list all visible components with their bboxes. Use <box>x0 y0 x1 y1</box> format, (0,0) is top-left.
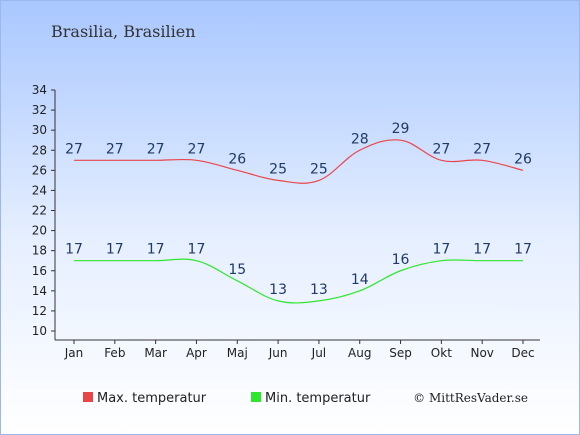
y-tick-label: 12 <box>32 304 47 318</box>
data-label-max: 25 <box>269 161 287 177</box>
data-label-max: 26 <box>228 151 246 167</box>
axes: 10 12 14 16 18 20 22 24 26 28 30 32 34 Jan Feb Mar Apr Ma… <box>32 83 540 360</box>
data-label-min: 15 <box>228 262 246 278</box>
x-tick-label: Maj <box>227 346 248 360</box>
x-tick-label: Jul <box>311 346 326 360</box>
y-tick-label: 18 <box>32 244 47 258</box>
data-label-min: 17 <box>65 242 83 258</box>
x-tick-label: Okt <box>431 346 452 360</box>
data-label-max: 27 <box>147 141 165 157</box>
x-tick-label: Jan <box>64 346 84 360</box>
credit-text: © MittResVader.se <box>413 391 528 405</box>
data-label-min: 17 <box>432 242 450 258</box>
chart-title: Brasilia, Brasilien <box>51 22 196 41</box>
legend: Max. temperatur Min. temperatur <box>83 391 371 406</box>
y-tick-label: 16 <box>32 264 47 278</box>
x-tick-label: Feb <box>104 346 125 360</box>
data-label-min: 13 <box>269 282 287 298</box>
y-tick-label: 30 <box>32 123 47 137</box>
data-label-max: 25 <box>310 161 328 177</box>
y-tick-label: 26 <box>32 163 47 177</box>
legend-swatch-min <box>251 392 261 402</box>
data-label-min: 17 <box>473 242 491 258</box>
data-label-max: 27 <box>65 141 83 157</box>
y-tick-label: 22 <box>32 204 47 218</box>
data-labels: 27 27 27 27 26 25 25 28 29 27 27 26 17 17 17 17 15 13 13 14… <box>65 121 532 298</box>
x-tick-label: Mar <box>144 346 167 360</box>
y-tick-label: 24 <box>32 183 47 197</box>
y-tick-label: 28 <box>32 143 47 157</box>
legend-label-max: Max. temperatur <box>97 391 207 406</box>
data-label-min: 17 <box>188 242 206 258</box>
x-tick-label: Apr <box>186 346 207 360</box>
data-label-max: 27 <box>473 141 491 157</box>
series-layer <box>73 139 524 304</box>
y-tick-label: 10 <box>32 324 47 338</box>
data-label-max: 29 <box>392 121 410 137</box>
series-line-min <box>73 258 523 304</box>
x-tick-label: Dec <box>511 346 534 360</box>
x-tick-label: Aug <box>348 346 371 360</box>
data-label-min: 17 <box>147 242 165 258</box>
y-tick-label: 32 <box>32 103 47 117</box>
data-label-max: 28 <box>351 131 369 147</box>
y-tick-label: 34 <box>32 83 47 97</box>
data-label-max: 27 <box>432 141 450 157</box>
x-tick-label: Jun <box>268 346 288 360</box>
data-label-min: 13 <box>310 282 328 298</box>
series-line-max <box>73 139 524 184</box>
data-label-min: 17 <box>514 242 532 258</box>
data-label-min: 17 <box>106 242 124 258</box>
y-tick-label: 14 <box>32 284 47 298</box>
legend-swatch-max <box>83 392 93 402</box>
legend-label-min: Min. temperatur <box>265 391 371 406</box>
data-label-max: 27 <box>188 141 206 157</box>
x-tick-label: Sep <box>389 346 412 360</box>
data-label-min: 16 <box>392 252 410 268</box>
data-label-min: 14 <box>351 272 369 288</box>
data-label-max: 27 <box>106 141 124 157</box>
data-label-max: 26 <box>514 151 532 167</box>
x-tick-label: Nov <box>470 346 493 360</box>
y-tick-label: 20 <box>32 224 47 238</box>
